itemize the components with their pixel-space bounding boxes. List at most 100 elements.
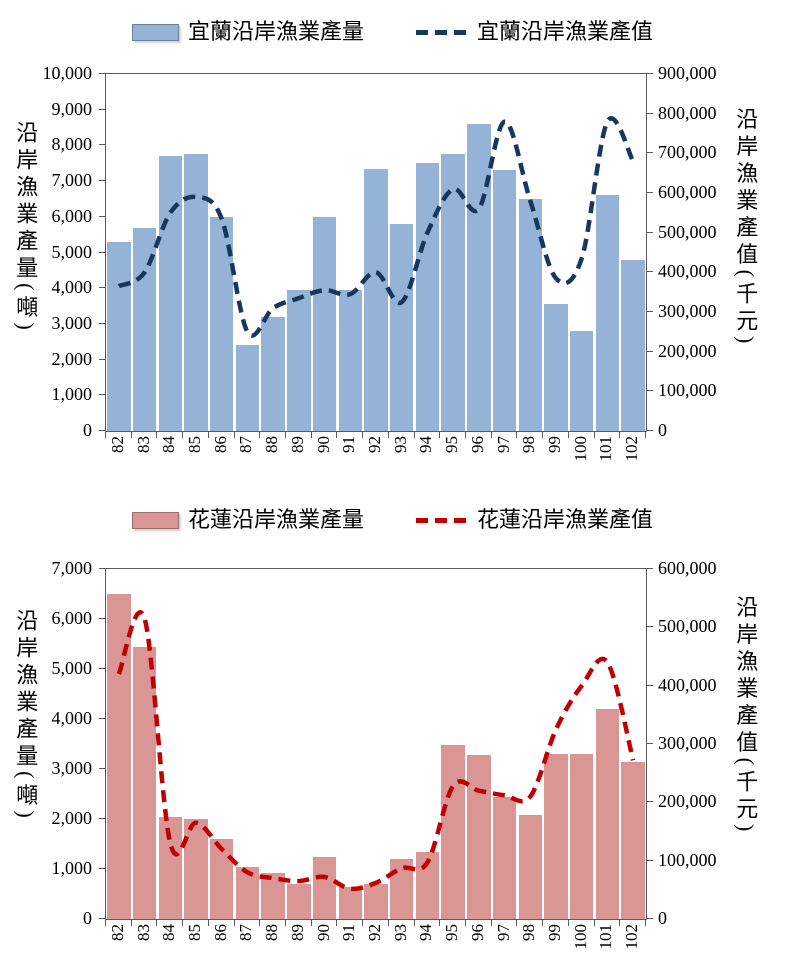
bar-91: [338, 886, 362, 919]
y-tick-label: 600,000: [658, 182, 717, 202]
x-tick-label: 102: [622, 924, 642, 950]
x-axis-tick: [285, 432, 286, 438]
y-tick-label: 200,000: [658, 340, 717, 361]
y-tick-label: 6,000: [51, 608, 93, 628]
x-tick-label: 96: [467, 924, 487, 941]
y-tick-label: 700,000: [658, 142, 717, 163]
y-tick-label: 900,000: [658, 63, 717, 83]
x-axis-tick: [387, 432, 389, 438]
bar-88: [261, 872, 285, 919]
x-tick-label: 83: [133, 924, 153, 941]
y-tick-label: 2,000: [51, 808, 93, 828]
x-axis-tick: [465, 432, 466, 438]
x-tick-label: 98: [519, 924, 539, 941]
x-axis-tick: [413, 920, 415, 926]
y-axis-tick: [646, 626, 653, 628]
y-axis-tick: [646, 743, 653, 744]
x-tick-label: 86: [210, 436, 230, 453]
x-tick-label: 89: [287, 924, 307, 941]
y-tick-label: 8,000: [51, 134, 93, 155]
x-axis-tick: [567, 920, 569, 926]
right-axis-title: 沿岸漁業產值(千元): [733, 107, 759, 349]
plot-area: [105, 568, 647, 920]
x-axis-tick: [233, 920, 235, 926]
legend: 花蓮沿岸漁業產量 花蓮沿岸漁業產值: [0, 502, 785, 538]
bar-84: [158, 156, 182, 431]
x-axis-tick: [593, 432, 595, 438]
y-axis-tick: [646, 350, 653, 352]
x-axis-tick: [645, 432, 646, 438]
bar-88: [261, 316, 285, 431]
x-axis-tick: [130, 920, 132, 926]
y-axis-tick: [99, 322, 106, 324]
bar-97: [492, 796, 517, 919]
x-axis-tick: [619, 432, 621, 438]
x-axis-tick: [439, 432, 441, 438]
line-series-label: 花蓮沿岸漁業產值: [477, 507, 654, 532]
bar-93: [390, 223, 414, 431]
y-axis-tick: [646, 390, 653, 392]
x-tick-label: 92: [365, 924, 384, 941]
x-axis-tick: [310, 920, 312, 926]
x-tick-label: 84: [159, 436, 179, 453]
x-tick-label: 99: [545, 436, 564, 453]
bar-87: [235, 866, 260, 919]
y-axis-tick: [99, 73, 106, 74]
y-axis-tick: [646, 430, 653, 431]
y-tick-label: 300,000: [658, 733, 717, 753]
y-axis-tick: [646, 918, 653, 919]
y-axis-tick: [99, 358, 106, 360]
y-axis-tick: [99, 144, 106, 146]
y-tick-label: 600,000: [658, 558, 717, 578]
y-tick-label: 3,000: [51, 758, 93, 778]
x-tick-label: 95: [442, 924, 462, 941]
y-tick-label: 1,000: [51, 858, 93, 878]
x-axis-tick: [516, 432, 518, 438]
y-axis-tick: [646, 112, 653, 114]
y-tick-label: 800,000: [658, 102, 717, 123]
y-tick-label: 400,000: [658, 674, 717, 695]
bar-96: [467, 123, 491, 431]
y-axis-tick: [99, 108, 106, 110]
yilan-coastal-fishery-chart: 宜蘭沿岸漁業產量 宜蘭沿岸漁業產值 沿岸漁業產量(噸) 沿岸漁業產值(千元) 0…: [13, 21, 759, 462]
y-tick-label: 1,000: [51, 384, 93, 405]
x-tick-label: 82: [107, 436, 127, 453]
bar-86: [210, 839, 234, 919]
bar-82: [107, 594, 131, 919]
bar-84: [158, 816, 182, 919]
y-axis-tick: [646, 801, 653, 803]
x-axis-tick: [362, 920, 364, 926]
y-axis-tick: [99, 818, 106, 819]
x-tick-label: 85: [185, 436, 204, 453]
y-tick-label: 0: [658, 420, 667, 440]
bar-85: [184, 154, 208, 431]
y-axis-tick: [646, 684, 653, 686]
y-axis-tick: [646, 859, 653, 861]
hualien-coastal-fishery-chart: 花蓮沿岸漁業產量 花蓮沿岸漁業產值 沿岸漁業產量(噸) 沿岸漁業產值(千元) 0…: [0, 488, 785, 976]
bar-series-swatch: [131, 511, 179, 529]
x-tick-label: 95: [442, 436, 462, 453]
x-tick-label: 93: [390, 924, 410, 941]
y-tick-label: 0: [83, 420, 92, 440]
x-tick-label: 83: [133, 436, 153, 453]
y-axis-tick: [646, 568, 653, 569]
y-axis-tick: [99, 618, 106, 619]
y-tick-label: 5,000: [51, 658, 93, 678]
x-axis-tick: [233, 432, 235, 438]
x-axis-tick: [336, 920, 338, 926]
x-tick-label: 87: [236, 436, 256, 453]
x-tick-label: 82: [107, 924, 127, 941]
bar-100: [570, 331, 594, 431]
bar-96: [467, 755, 491, 919]
y-tick-label: 100,000: [658, 380, 717, 401]
y-axis-tick: [99, 215, 106, 217]
bar-83: [132, 646, 157, 919]
y-tick-label: 2,000: [51, 348, 93, 369]
bar-95: [441, 154, 465, 431]
left-axis-title: 沿岸漁業產量(噸): [13, 609, 39, 823]
y-axis-tick: [99, 430, 106, 431]
y-tick-label: 7,000: [51, 558, 93, 578]
x-axis-tick: [439, 920, 441, 926]
x-tick-label: 89: [287, 436, 307, 453]
